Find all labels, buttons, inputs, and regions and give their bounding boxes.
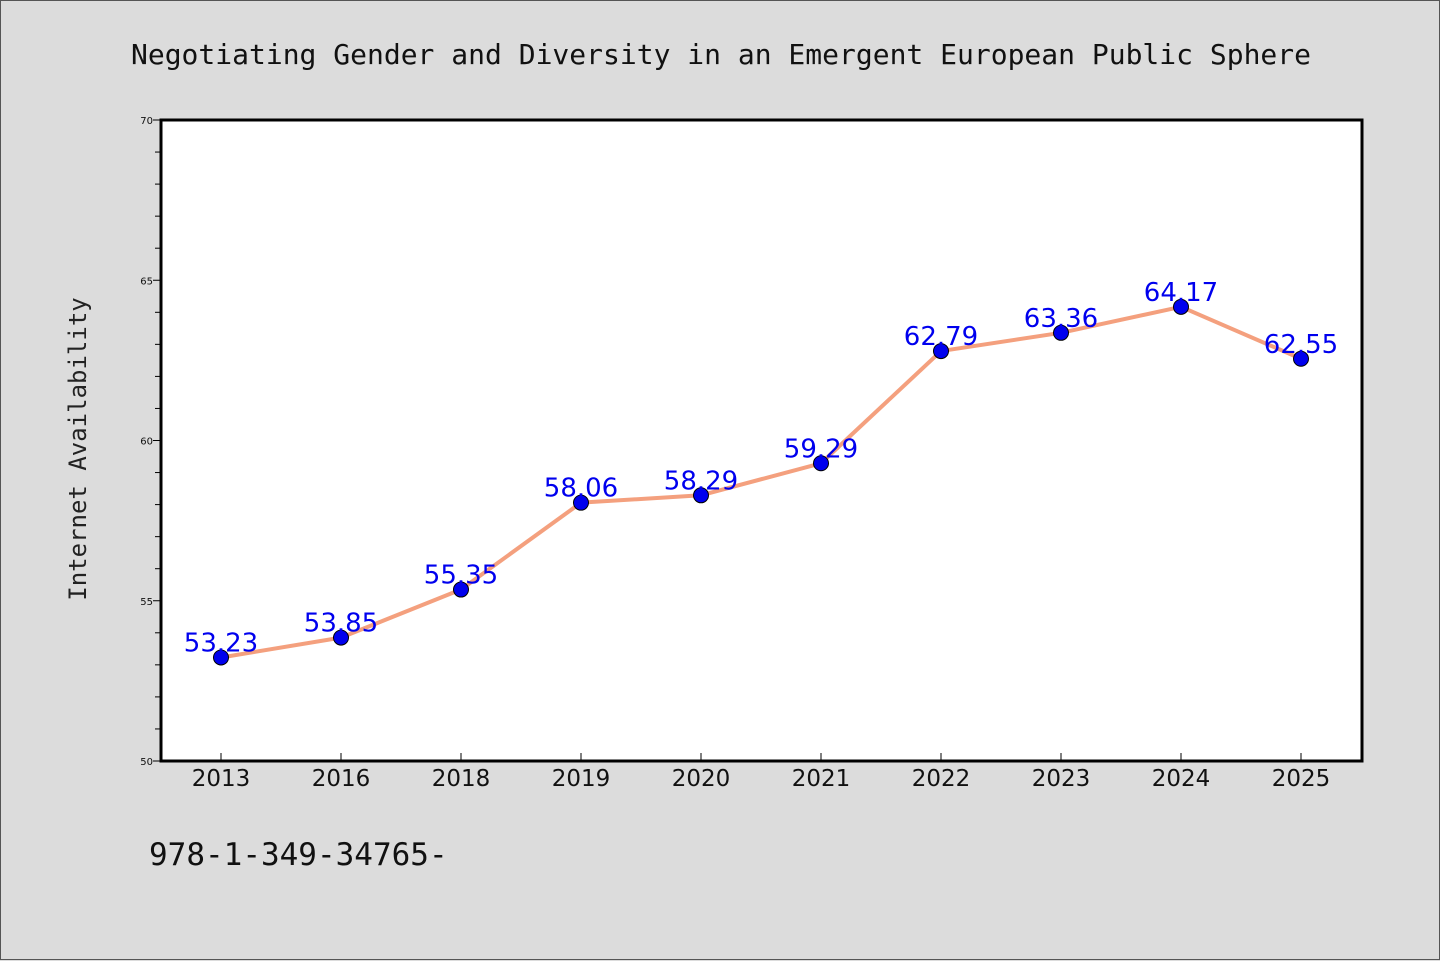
chart-title: Negotiating Gender and Diversity in an E…	[131, 38, 1311, 71]
data-point-2013	[213, 649, 229, 666]
series-layer: 53.23 53.85 55.35 58.06 58.29 59.29 62.79 63.36…	[184, 278, 1338, 666]
data-point-2025	[1293, 350, 1309, 367]
series-line	[219, 304, 1303, 660]
data-point-2016	[333, 629, 349, 646]
x-tick-label: 2023	[1032, 766, 1091, 792]
x-tick-label: 2013	[192, 766, 251, 792]
x-tick-label: 2025	[1272, 766, 1331, 792]
y-tick-label: 55	[140, 597, 153, 608]
x-tick-label: 2020	[672, 766, 731, 792]
data-label-2023: 63.36	[1024, 304, 1098, 334]
data-point-2023	[1053, 324, 1069, 341]
x-tick-label: 2022	[912, 766, 971, 792]
data-point-2018	[453, 581, 469, 598]
isbn-text: 978-1-349-34765-	[149, 837, 448, 873]
data-label-2022: 62.79	[904, 322, 978, 352]
x-tick-label: 2018	[432, 766, 491, 792]
x-tick-label: 2021	[792, 766, 851, 792]
y-tick-label: 50	[140, 757, 153, 768]
y-tick-label: 65	[140, 276, 153, 287]
data-label-2024: 64.17	[1144, 278, 1218, 308]
y-axis: 50 55 60 65 70	[140, 116, 161, 768]
x-tick-label: 2016	[312, 766, 371, 792]
data-label-2013: 53.23	[184, 628, 258, 658]
data-point-2024	[1173, 298, 1189, 315]
data-label-2018: 55.35	[424, 561, 498, 591]
x-tick-label: 2024	[1152, 766, 1211, 792]
x-axis: 2013 2016 2018 2019 2020 2021 2022 2023 2024 2025	[192, 753, 1331, 792]
data-point-2019	[573, 494, 589, 511]
x-tick-label: 2019	[552, 766, 611, 792]
data-label-2021: 59.29	[784, 434, 858, 464]
y-tick-label: 60	[140, 437, 153, 448]
data-label-2025: 62.55	[1264, 330, 1338, 360]
data-point-2022	[933, 343, 949, 360]
plot-area	[159, 118, 1364, 763]
data-point-2020	[693, 487, 709, 504]
data-label-2016: 53.85	[304, 609, 378, 639]
data-label-2019: 58.06	[544, 474, 618, 504]
data-point-2021	[813, 455, 829, 472]
y-tick-label: 70	[140, 116, 153, 127]
y-axis-label: Internet Availability	[64, 297, 92, 600]
data-label-2020: 58.29	[664, 466, 738, 496]
